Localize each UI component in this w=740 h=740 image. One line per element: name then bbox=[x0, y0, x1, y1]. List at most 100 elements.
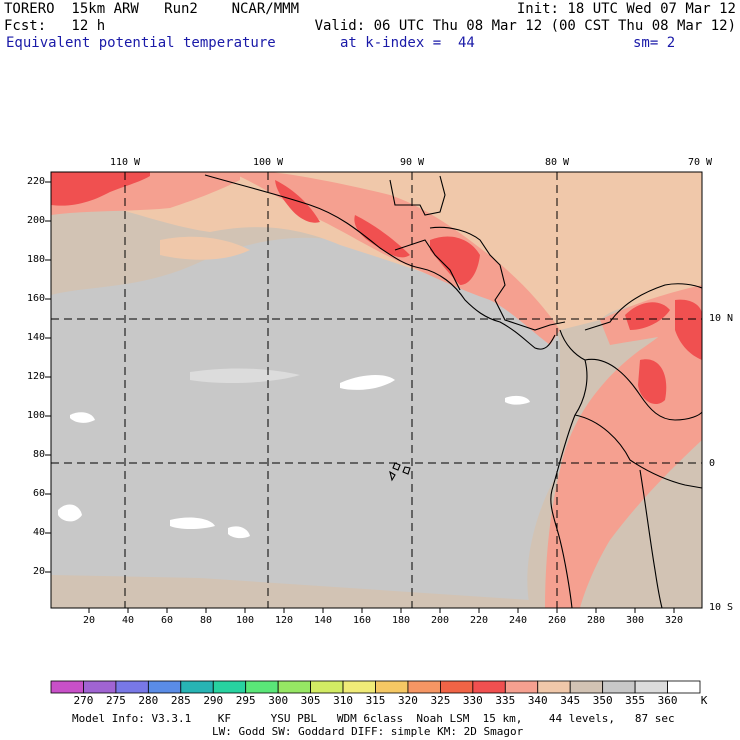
header-forecast-hour: Fcst: 12 h bbox=[4, 18, 106, 34]
axis-ticks bbox=[45, 181, 675, 613]
peru-brazil-border bbox=[639, 469, 663, 609]
colorbar-tick-label: 295 bbox=[235, 694, 256, 707]
x-tick-label: 60 bbox=[160, 615, 174, 626]
graticule bbox=[51, 172, 702, 608]
colombia-border bbox=[584, 358, 703, 421]
colorbar-tick-label: 275 bbox=[105, 694, 126, 707]
lon-label-110w: 110 W bbox=[109, 157, 141, 168]
x-tick-label: 220 bbox=[469, 615, 489, 626]
colorbar bbox=[50, 680, 701, 694]
colorbar-swatch bbox=[245, 680, 279, 694]
yucatan-border bbox=[389, 175, 446, 216]
colorbar-swatch bbox=[634, 680, 668, 694]
colombia-coastline bbox=[584, 283, 703, 331]
x-tick-label: 160 bbox=[352, 615, 372, 626]
colorbar-swatch bbox=[212, 680, 247, 694]
x-tick-label: 300 bbox=[625, 615, 645, 626]
field-patch-355 bbox=[70, 412, 95, 423]
x-tick-label: 20 bbox=[82, 615, 96, 626]
y-tick-label: 40 bbox=[32, 527, 45, 538]
colorbar-swatch bbox=[115, 680, 149, 694]
colorbar-swatch bbox=[83, 680, 117, 694]
field-hotspot-330-guatemala bbox=[354, 215, 410, 258]
y-tick-label: 180 bbox=[26, 254, 45, 265]
field-hotspot-330-nw bbox=[51, 172, 150, 206]
lat-label-10s: 10 S bbox=[709, 602, 734, 613]
ecuador-peru-border bbox=[574, 414, 703, 489]
field-region-345-south bbox=[51, 575, 530, 608]
south-america-coastline bbox=[550, 329, 588, 609]
colorbar-swatch bbox=[407, 680, 441, 694]
field-patch-350-light bbox=[190, 368, 300, 383]
colorbar-swatch bbox=[375, 680, 409, 694]
y-tick-label: 140 bbox=[26, 332, 45, 343]
field-region-350 bbox=[51, 237, 560, 608]
colorbar-swatch bbox=[342, 680, 376, 694]
field-hotspot-330-colombia bbox=[625, 302, 670, 330]
galapagos-islands bbox=[389, 462, 411, 482]
colorbar-tick-label: 340 bbox=[527, 694, 548, 707]
field-hotspot-330-amazon bbox=[638, 359, 667, 405]
x-tick-label: 80 bbox=[199, 615, 213, 626]
field-title: Equivalent potential temperature bbox=[6, 35, 276, 51]
field-patch-355 bbox=[58, 504, 82, 522]
colorbar-tick-label: 290 bbox=[203, 694, 224, 707]
field-hotspot-330-venezuela bbox=[675, 299, 702, 360]
colorbar-swatch bbox=[667, 680, 701, 694]
model-info-line: Model Info: V3.3.1 KF YSU PBL WDM 6class… bbox=[72, 712, 675, 725]
lon-label-80w: 80 W bbox=[544, 157, 570, 168]
header-run-info: TORERO 15km ARW Run2 NCAR/MMM bbox=[4, 1, 300, 17]
lon-label-70w: 70 W bbox=[687, 157, 713, 168]
colorbar-swatch bbox=[569, 680, 604, 694]
colorbar-tick-label: 325 bbox=[430, 694, 451, 707]
y-tick-label: 100 bbox=[26, 410, 45, 421]
colorbar-tick-label: 305 bbox=[300, 694, 321, 707]
colorbar-tick-label: 360 bbox=[657, 694, 678, 707]
field-hotspot-330-honduras bbox=[430, 236, 480, 285]
header-valid-time: Valid: 06 UTC Thu 08 Mar 12 (00 CST Thu … bbox=[314, 18, 736, 34]
field-patch-355 bbox=[170, 517, 215, 529]
x-tick-label: 100 bbox=[235, 615, 255, 626]
colorbar-tick-label: 315 bbox=[365, 694, 386, 707]
x-tick-label: 180 bbox=[391, 615, 411, 626]
level-label: at k-index = 44 bbox=[340, 35, 475, 51]
colorbar-tick-label: 345 bbox=[560, 694, 581, 707]
field-patch-340 bbox=[160, 236, 250, 260]
colorbar-tick-label: 350 bbox=[592, 694, 613, 707]
colorbar-tick-label: 310 bbox=[333, 694, 353, 707]
coastlines bbox=[204, 174, 703, 609]
colorbar-tick-label: 300 bbox=[268, 694, 289, 707]
colorbar-swatch bbox=[180, 680, 214, 694]
pacific-coastline bbox=[204, 174, 556, 350]
colorbar-tick-label: 320 bbox=[398, 694, 418, 707]
x-tick-label: 320 bbox=[664, 615, 684, 626]
colorbar-swatch bbox=[472, 680, 506, 694]
field-patch-355 bbox=[228, 526, 250, 539]
x-tick-label: 140 bbox=[313, 615, 333, 626]
central-america-border bbox=[394, 239, 461, 291]
x-tick-label: 40 bbox=[121, 615, 135, 626]
lon-label-100w: 100 W bbox=[252, 157, 284, 168]
field-patch-355 bbox=[340, 374, 395, 390]
smoothing-label: sm= 2 bbox=[633, 35, 676, 51]
x-tick-label: 240 bbox=[508, 615, 528, 626]
y-tick-label: 200 bbox=[26, 215, 45, 226]
lat-label-equator: 0 bbox=[709, 458, 716, 469]
colorbar-tick-label: 270 bbox=[73, 694, 94, 707]
x-tick-label: 120 bbox=[274, 615, 294, 626]
colorbar-swatch bbox=[537, 680, 571, 694]
colorbar-swatch bbox=[277, 680, 311, 694]
caribbean-coastline bbox=[429, 226, 566, 331]
lon-label-90w: 90 W bbox=[399, 157, 425, 168]
colorbar-swatch bbox=[439, 680, 474, 694]
colorbar-swatch bbox=[602, 680, 636, 694]
header-init-time: Init: 18 UTC Wed 07 Mar 12 bbox=[516, 1, 736, 17]
field-patch-355 bbox=[505, 395, 530, 405]
x-tick-label: 280 bbox=[586, 615, 606, 626]
colorbar-tick-label: 355 bbox=[625, 694, 646, 707]
lat-label-10n: 10 N bbox=[709, 313, 734, 324]
colorbar-tick-label: 335 bbox=[495, 694, 516, 707]
colorbar-swatch bbox=[50, 680, 84, 694]
